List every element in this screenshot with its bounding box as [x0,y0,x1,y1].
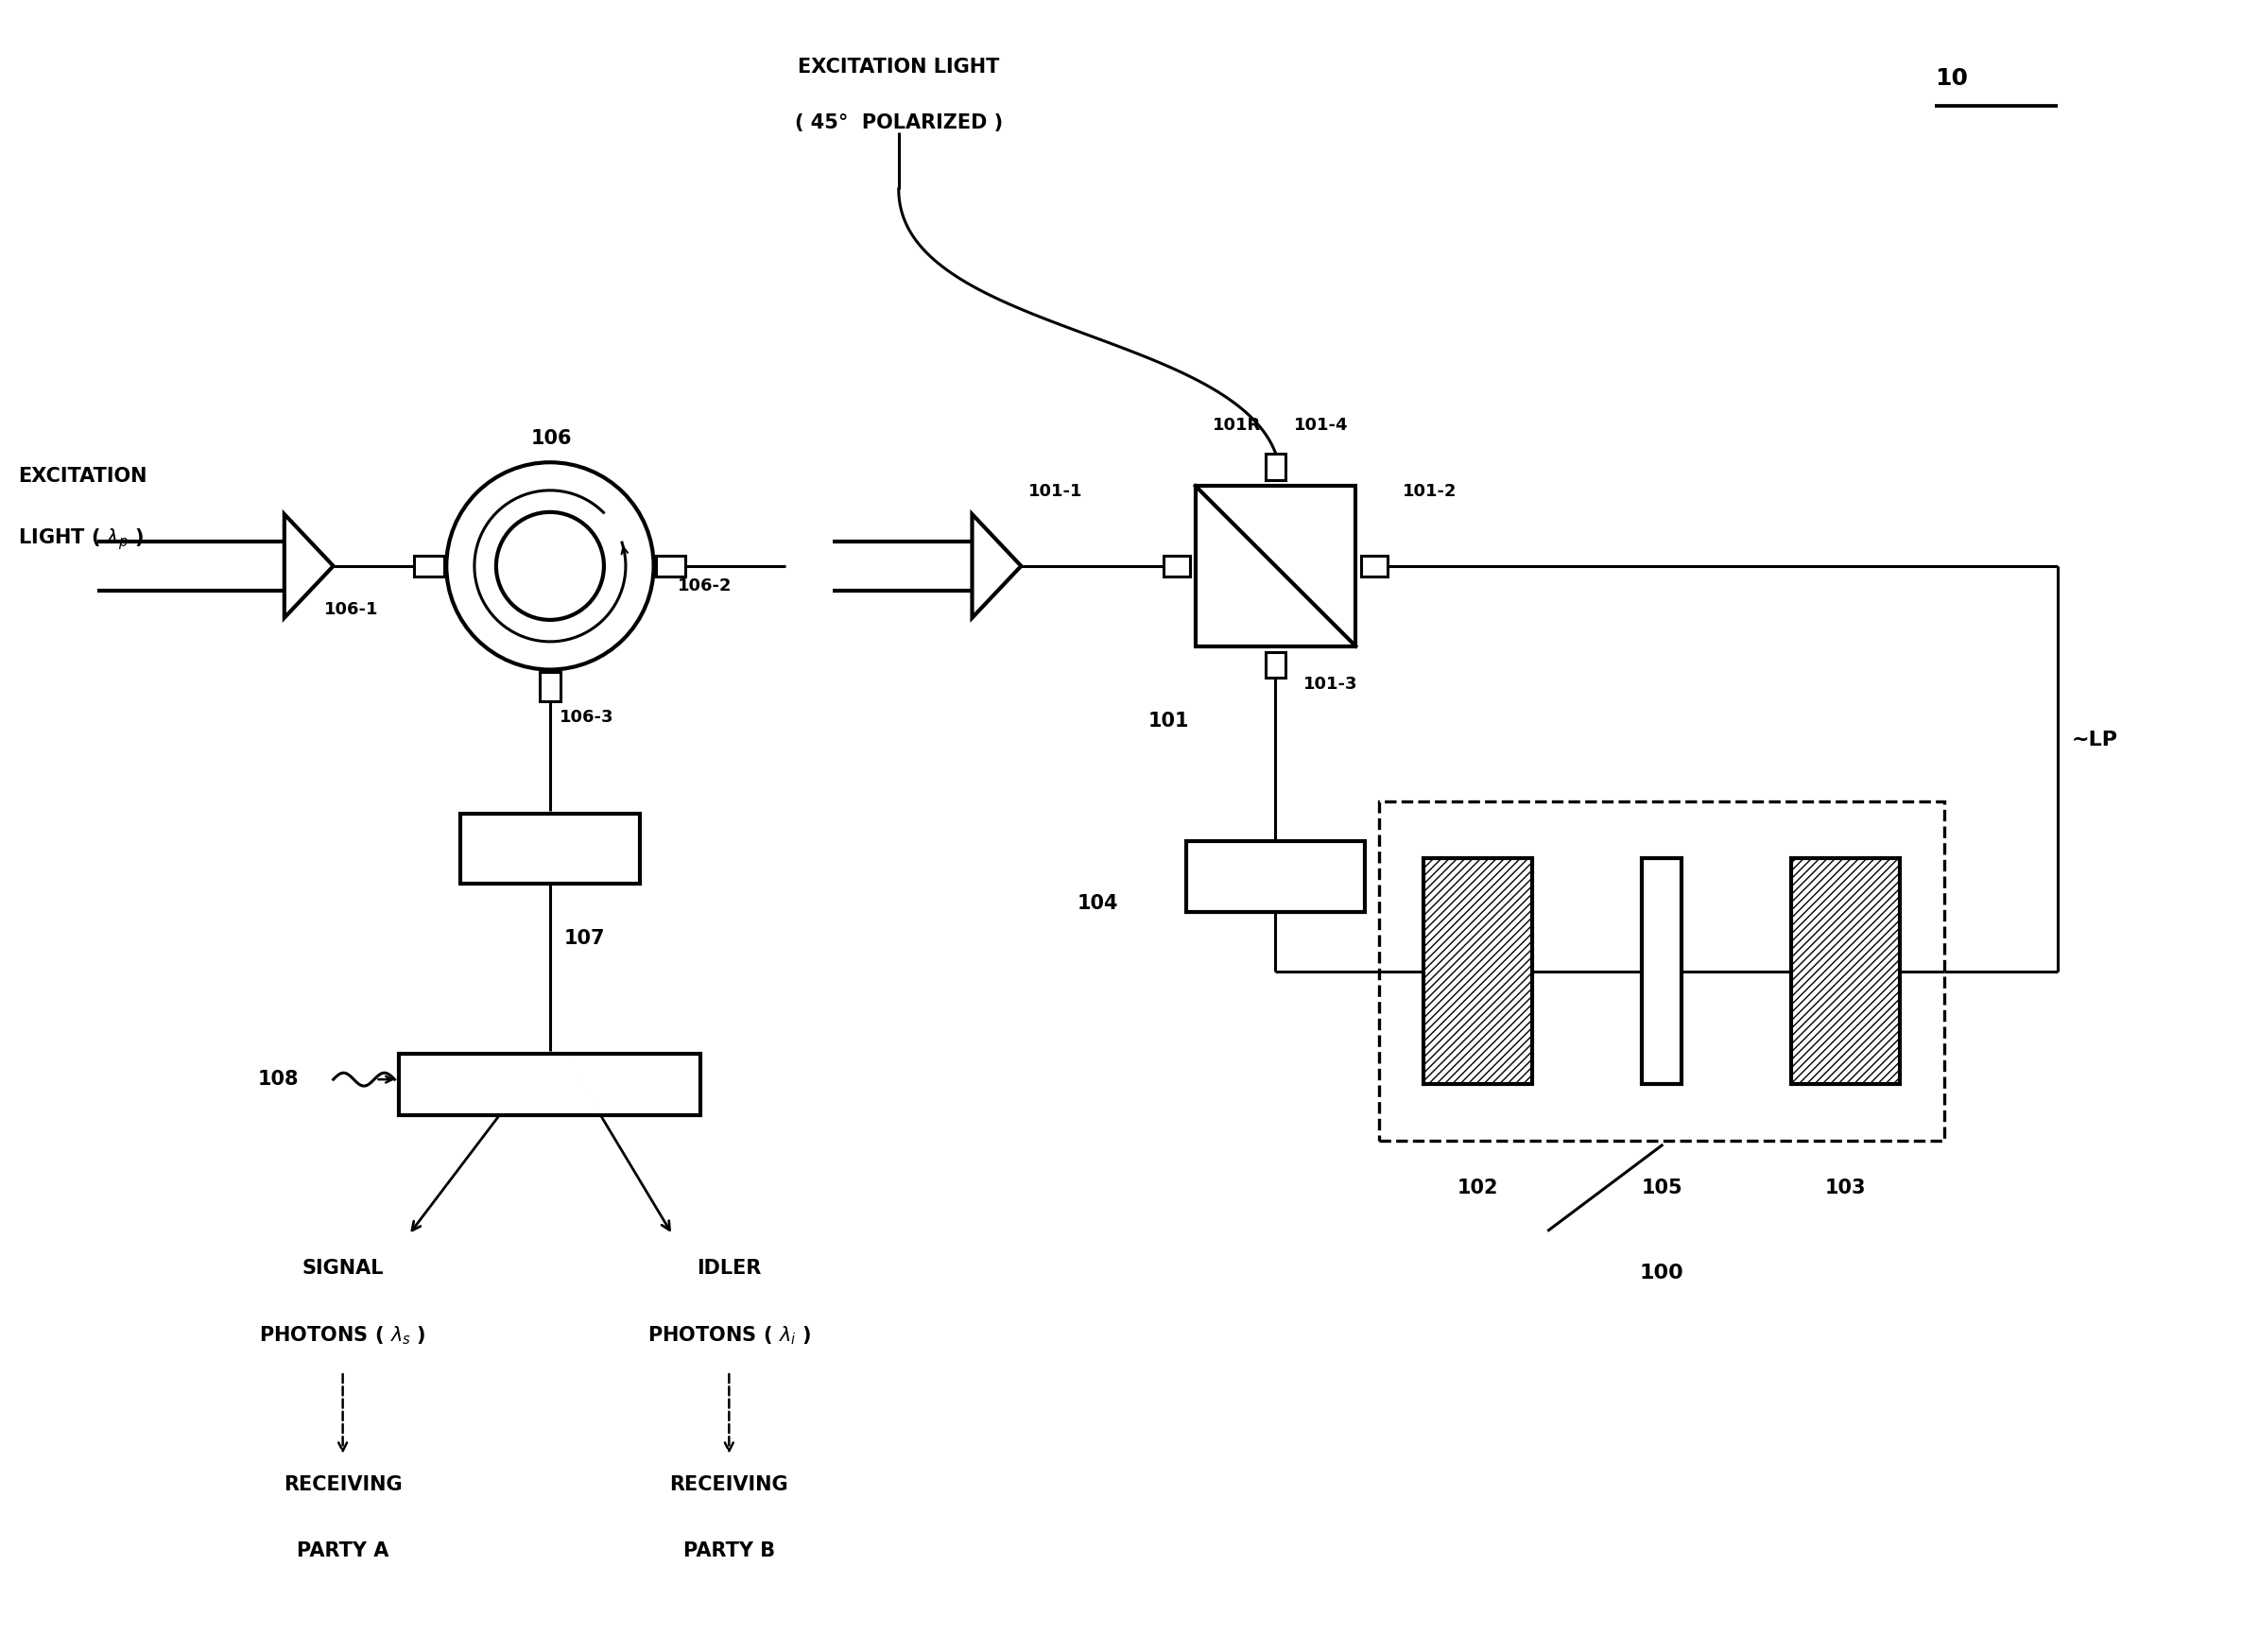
Text: 102: 102 [1457,1178,1498,1198]
Bar [1186,841,1365,912]
Text: ( 45°  POLARIZED ): ( 45° POLARIZED ) [794,114,1002,132]
Text: 105: 105 [1641,1178,1682,1198]
Text: 101-3: 101-3 [1305,676,1359,694]
Bar [1791,857,1899,1084]
Text: EXCITATION LIGHT: EXCITATION LIGHT [798,58,1000,76]
Bar [1264,653,1287,677]
Text: ~LP: ~LP [2072,730,2119,750]
Bar [460,813,639,884]
Text: 106-3: 106-3 [560,709,614,727]
Circle shape [446,463,655,669]
Text: 101R: 101R [1213,416,1262,434]
Text: RECEIVING: RECEIVING [670,1475,789,1493]
Text: 106: 106 [531,430,572,448]
Bar [1641,857,1682,1084]
Text: PARTY B: PARTY B [684,1541,776,1559]
Text: 106-1: 106-1 [323,601,379,618]
Text: 108: 108 [258,1070,298,1089]
Bar [1379,801,1944,1140]
Text: LIGHT ( $\lambda_p$ ): LIGHT ( $\lambda_p$ ) [18,527,143,552]
Text: EXCITATION: EXCITATION [18,468,146,486]
Text: PHOTONS ( $\lambda_i$ ): PHOTONS ( $\lambda_i$ ) [648,1325,812,1346]
Circle shape [495,512,603,620]
Text: 101: 101 [1148,712,1191,730]
Text: 101-4: 101-4 [1294,416,1350,434]
Text: PARTY A: PARTY A [296,1541,388,1559]
Bar [415,555,444,577]
Bar [399,1054,702,1115]
Text: 10: 10 [1935,66,1968,89]
Text: 107: 107 [565,928,605,948]
Text: 100: 100 [1639,1264,1684,1282]
Text: 106-2: 106-2 [677,577,731,595]
Bar [1361,555,1388,577]
Text: 104: 104 [1078,894,1119,912]
Text: 101-2: 101-2 [1403,482,1457,501]
Text: PHOTONS ( $\lambda_s$ ): PHOTONS ( $\lambda_s$ ) [260,1325,426,1346]
Text: 103: 103 [1825,1178,1865,1198]
Bar [1195,486,1356,646]
Bar [540,671,560,702]
Bar [655,555,686,577]
Text: RECEIVING: RECEIVING [282,1475,401,1493]
Text: 101-1: 101-1 [1029,482,1083,501]
Polygon shape [285,514,334,618]
Polygon shape [973,514,1020,618]
Bar [1424,857,1531,1084]
Bar [1164,555,1191,577]
Text: IDLER: IDLER [697,1259,762,1277]
Text: SIGNAL: SIGNAL [303,1259,383,1277]
Bar [1264,454,1287,481]
